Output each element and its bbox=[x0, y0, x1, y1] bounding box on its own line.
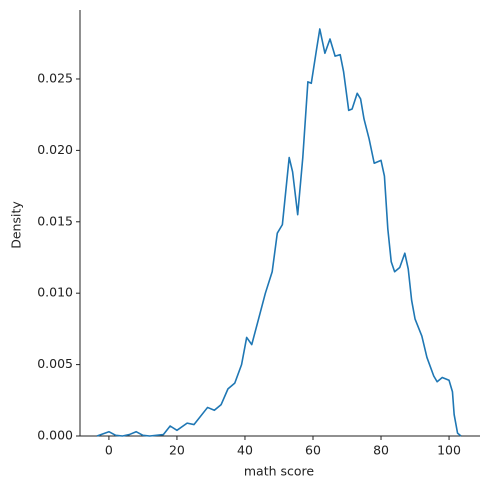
y-tick-label: 0.020 bbox=[37, 142, 73, 157]
x-tick-label: 100 bbox=[437, 443, 461, 458]
y-axis-label: Density bbox=[9, 201, 24, 249]
density-line bbox=[96, 28, 462, 437]
x-tick-label: 40 bbox=[237, 443, 253, 458]
y-tick-label: 0.025 bbox=[37, 70, 73, 85]
y-tick-label: 0.010 bbox=[37, 285, 73, 300]
x-tick-label: 60 bbox=[305, 443, 321, 458]
x-tick-label: 80 bbox=[373, 443, 389, 458]
y-tick-label: 0.005 bbox=[37, 356, 73, 371]
y-tick-label: 0.000 bbox=[37, 428, 73, 443]
x-tick-label: 0 bbox=[105, 443, 113, 458]
x-tick-label: 20 bbox=[169, 443, 185, 458]
y-tick-label: 0.015 bbox=[37, 213, 73, 228]
x-axis-label: math score bbox=[244, 464, 315, 479]
